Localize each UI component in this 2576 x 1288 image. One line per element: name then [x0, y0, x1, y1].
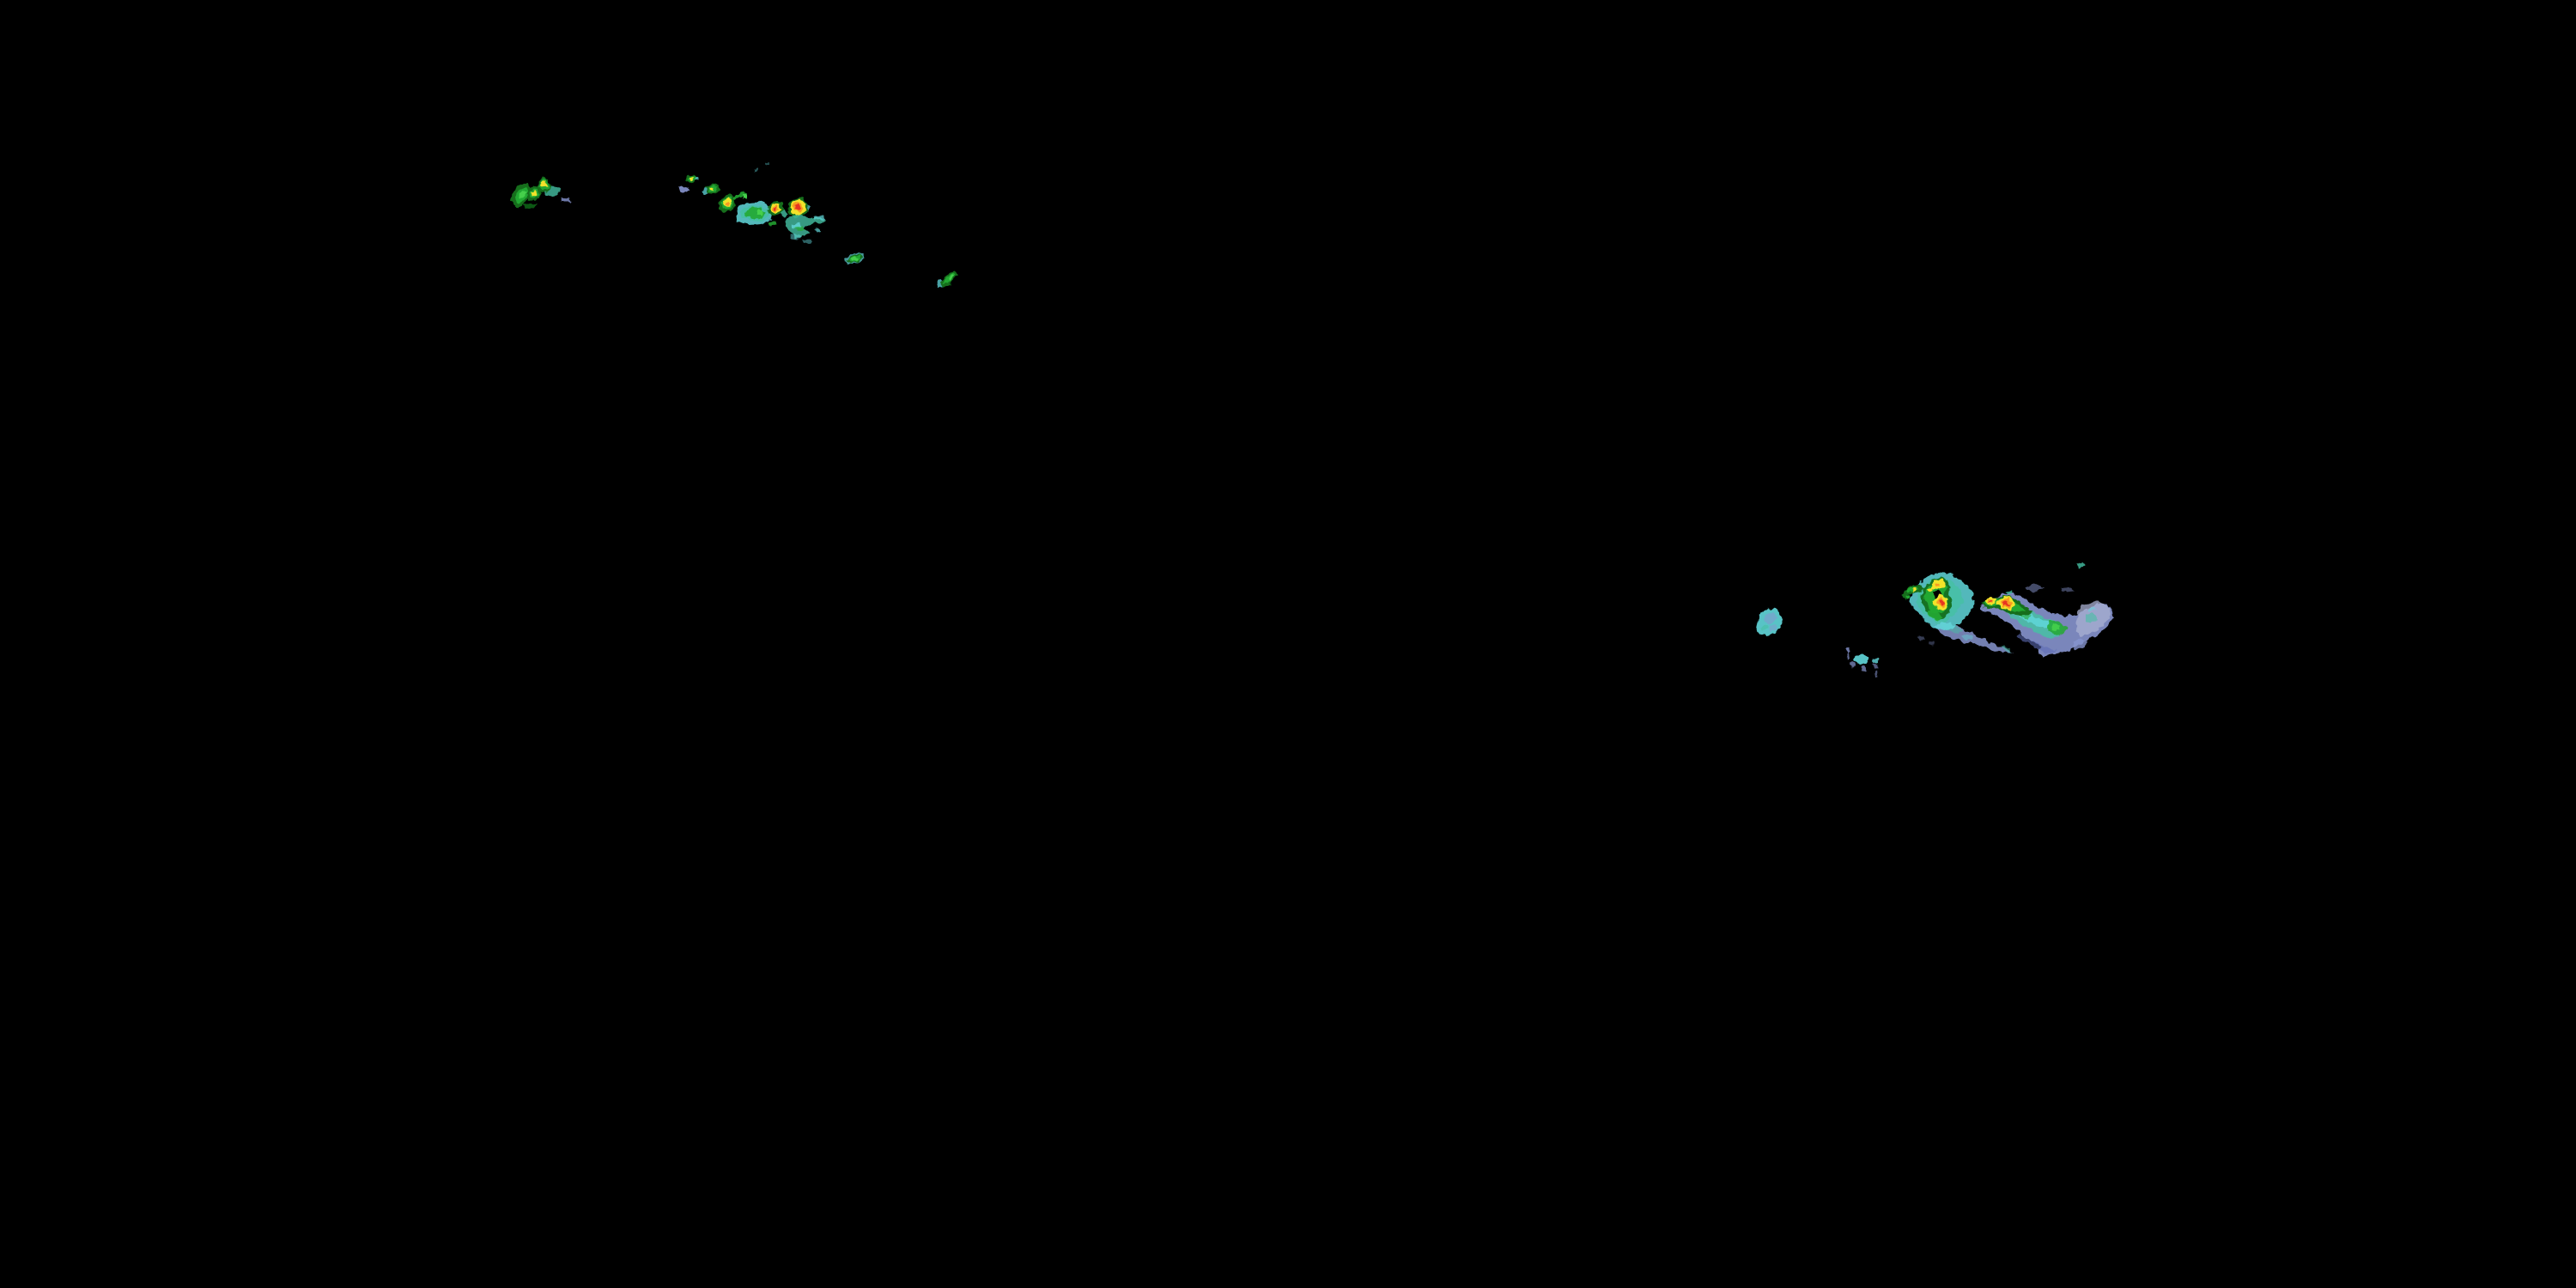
echo-f-tail-tip-teal [2001, 646, 2013, 653]
echo-b-faint-dot2 [765, 162, 769, 165]
echo-b4-orange [726, 203, 728, 206]
precipitation-echo-layer [511, 162, 2113, 677]
echo-b2-blue-streak [679, 186, 690, 192]
echo-b6-bright [757, 210, 762, 215]
echo-g-bottom-piece [2072, 639, 2088, 649]
echo-b1-yellow [690, 177, 694, 180]
echo-f-speck-below1 [1917, 636, 1925, 641]
echo-e-speck1 [1847, 647, 1850, 653]
echo-f-yellow-mid [1928, 587, 1934, 592]
echo-h-speck [2077, 562, 2085, 568]
echo-e-blue-below [1861, 665, 1867, 671]
echo-b5-arc-bright [742, 194, 748, 198]
echo-c2-bright [948, 274, 955, 281]
echo-a-cell2-yellow [532, 191, 537, 196]
echo-e-speck3 [1850, 662, 1855, 667]
echo-b10-wisp2 [802, 239, 812, 243]
echo-g-head-red2 [2002, 601, 2009, 606]
echo-f-tail-cyan-speck [1961, 634, 1973, 641]
echo-f-hook-dot [1905, 595, 1911, 599]
echo-a-tail-dark [522, 204, 538, 209]
echo-g-east-cyan-dash [2088, 606, 2097, 611]
echo-a-cell3-yellow [540, 181, 547, 188]
echo-e-speck2 [1846, 653, 1850, 659]
echo-e-speck5 [1874, 671, 1878, 677]
echo-a-cell1-bright [519, 191, 526, 198]
echo-b8-red [794, 204, 801, 210]
echo-d-teal-dot [1762, 624, 1768, 630]
echo-e-cyan-right [1873, 659, 1878, 664]
echo-c1-bright [850, 256, 859, 261]
echo-g-top-wisp1 [2025, 585, 2044, 592]
echo-f-green-low [1927, 610, 1942, 621]
echo-g-head-red1 [1990, 600, 1992, 602]
echo-b3-yellow [710, 186, 714, 191]
echo-b1-cyan-dot [696, 177, 698, 179]
echo-g-bright-patch [2051, 624, 2060, 631]
echo-f-core-red [1939, 599, 1945, 606]
echo-g-top-wisp2 [2061, 587, 2075, 592]
echo-f-hook-yellow [1912, 587, 1917, 591]
echo-a-blue-dash [562, 197, 570, 203]
echo-b10-teal-mass [786, 215, 825, 238]
echo-b9-green-dash [767, 221, 777, 226]
echo-d-slate-speck2 [1769, 623, 1777, 632]
echo-g-east-teal [2085, 613, 2098, 623]
echo-b7-red [774, 206, 778, 210]
echo-e-cyan-main [1855, 654, 1868, 665]
echo-b10-green [794, 226, 805, 231]
echo-b-faint-dot1 [755, 169, 758, 172]
echo-g-cyan-speck-above [2007, 590, 2012, 595]
echo-f-orange-upper [1934, 582, 1941, 587]
echo-f-speck-below2 [1929, 641, 1935, 646]
echo-b10-cyan2 [814, 216, 824, 220]
echo-b10-cyan3 [814, 228, 823, 234]
echo-b8-fringe-teal [781, 210, 787, 218]
echo-e-speck4 [1873, 664, 1878, 669]
echo-b10-wisp1 [790, 234, 801, 239]
echo-g-bottom-dark [2016, 634, 2056, 654]
echo-d-slate-speck1 [1765, 612, 1777, 623]
